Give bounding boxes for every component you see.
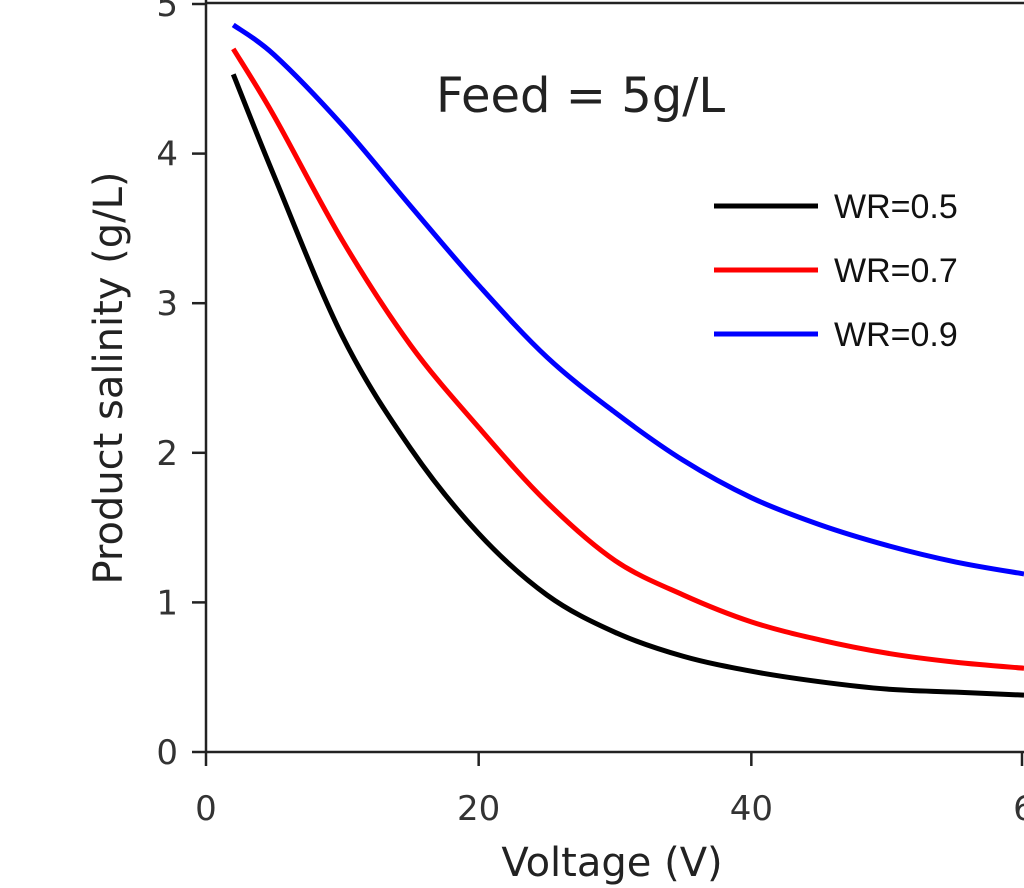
x-tick-label: 0 [195, 789, 217, 829]
series-line-wr-0-5 [230, 73, 1024, 698]
legend-label-wr-0-9: WR=0.9 [834, 316, 958, 354]
series-line-wr-0-9 [231, 22, 1024, 577]
ticks: 020406012345 [156, 0, 1024, 829]
legend: WR=0.5 WR=0.7 WR=0.9 [714, 188, 958, 354]
axes [204, 0, 1024, 754]
y-tick-label: 4 [156, 135, 178, 175]
x-tick-label: 40 [730, 789, 773, 829]
series-lines [230, 22, 1024, 698]
series-line-wr-0-7 [231, 47, 1024, 671]
y-tick-label: 1 [156, 583, 178, 623]
y-tick-label: 2 [156, 434, 178, 474]
y-tick-label: 5 [156, 0, 178, 25]
legend-label-wr-0-7: WR=0.7 [834, 252, 958, 290]
y-tick-label: 0 [156, 733, 178, 773]
y-tick-label: 3 [156, 284, 178, 324]
legend-label-wr-0-5: WR=0.5 [834, 188, 958, 226]
feed-annotation: Feed = 5g/L [436, 68, 725, 124]
x-tick-label: 20 [457, 789, 500, 829]
x-axis-title: Voltage (V) [501, 840, 722, 886]
x-tick-label: 6 [1013, 789, 1024, 829]
y-axis-title: Product salinity (g/L) [86, 171, 132, 584]
